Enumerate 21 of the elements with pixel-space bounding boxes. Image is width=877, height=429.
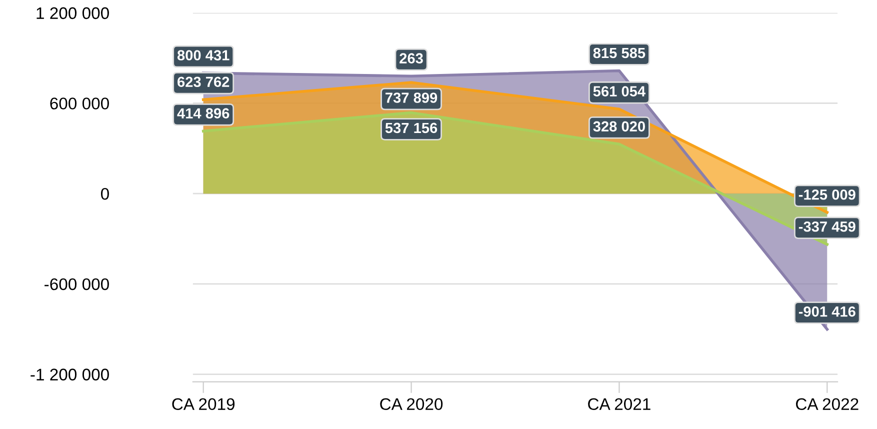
x-tick-label: CA 2019	[172, 398, 235, 410]
data-label: 537 156	[385, 122, 438, 134]
data-label: 561 054	[593, 86, 646, 96]
y-tick-label: 600 000	[50, 98, 109, 110]
data-label: -901 416	[798, 306, 856, 317]
x-tick-label: CA 2022	[796, 398, 858, 410]
y-tick-label: 1 200 000	[36, 7, 109, 20]
data-label: 328 020	[593, 121, 645, 132]
data-label: -337 459	[798, 221, 856, 232]
data-label: -125 009	[798, 189, 856, 200]
data-label: 414 896	[177, 108, 230, 118]
y-tick-label: 0	[100, 188, 109, 200]
data-label: 737 899	[386, 92, 438, 103]
y-tick-label: -600 000	[44, 278, 109, 290]
y-tick-label: -1 200 000	[30, 368, 109, 380]
data-label: 800 431	[177, 50, 230, 60]
annotation: 263	[400, 53, 423, 64]
x-tick-label: CA 2021	[588, 398, 650, 410]
data-label: 623 762	[178, 76, 230, 88]
data-label: 815 585	[593, 48, 646, 58]
x-tick-label: CA 2020	[380, 398, 443, 410]
